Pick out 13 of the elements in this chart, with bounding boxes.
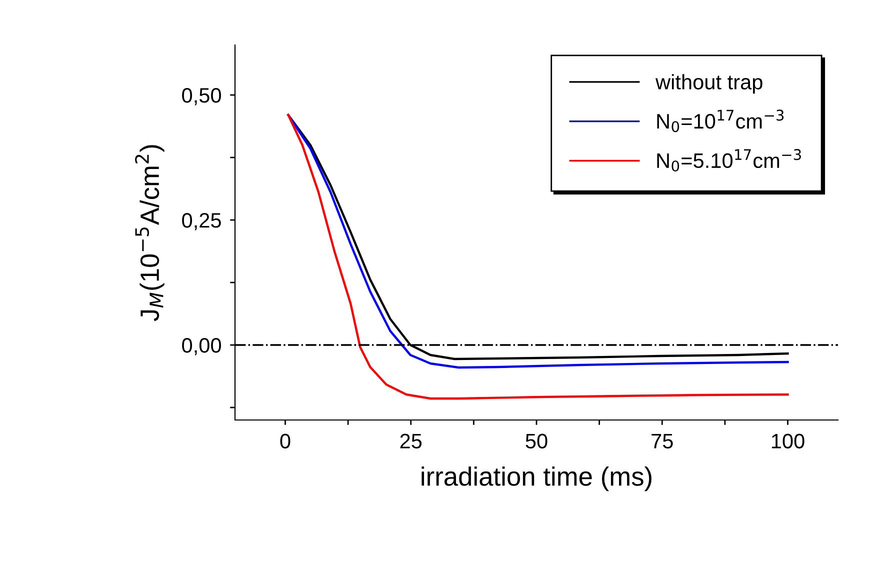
y-tick-label: 0,00 bbox=[182, 338, 221, 356]
legend-label: without trap bbox=[655, 74, 762, 94]
y-axis-title: J$_{M}$(10$^{−5}$A/cm$^{2}$) bbox=[135, 145, 164, 322]
legend-label: N$_{0}$=5.10$^{17}$cm$^{−3}$ bbox=[657, 149, 801, 172]
legend-label: N$_{0}$=10$^{17}$cm$^{−3}$ bbox=[657, 110, 784, 132]
x-tick-label: 75 bbox=[652, 434, 673, 448]
x-tick-label: 50 bbox=[526, 434, 548, 448]
y-tick-label: 0,25 bbox=[182, 213, 221, 230]
x-tick-label: 100 bbox=[772, 434, 804, 448]
x-tick-label: 25 bbox=[400, 434, 422, 448]
x-axis-title: irradiation time (ms) bbox=[422, 466, 652, 492]
x-tick-label: 0 bbox=[280, 434, 290, 448]
y-tick-label: 0,50 bbox=[182, 88, 221, 106]
